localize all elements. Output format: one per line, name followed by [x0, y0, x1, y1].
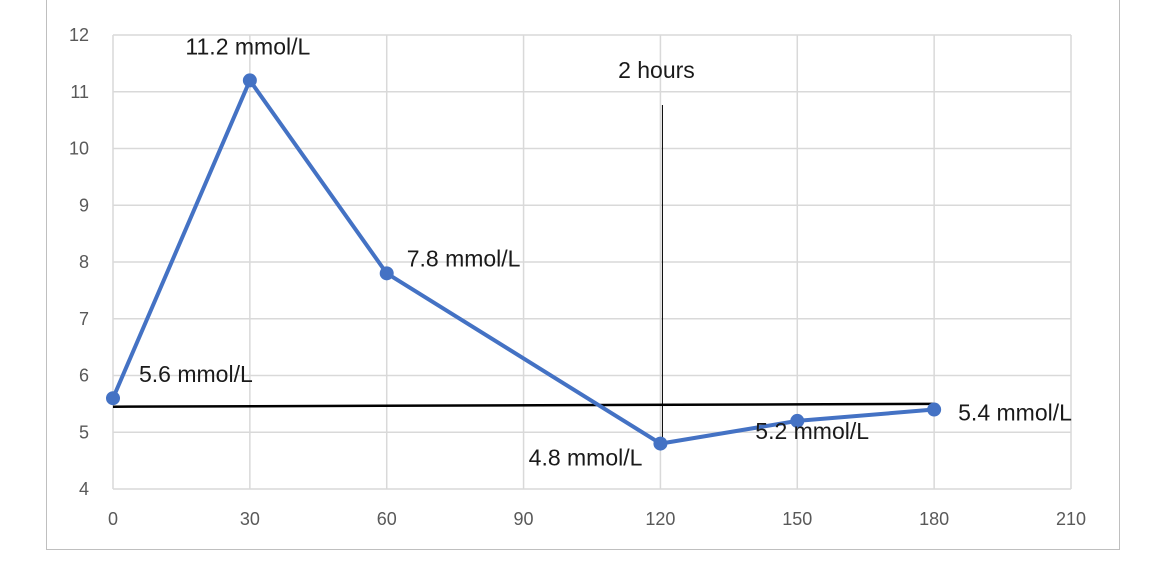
- data-label: 7.8 mmol/L: [407, 245, 521, 271]
- annotations: 2 hours: [112, 57, 935, 441]
- gridlines: [112, 34, 1072, 490]
- y-tick-label: 9: [79, 195, 89, 215]
- series-line: [111, 78, 935, 446]
- y-tick-label: 5: [79, 422, 89, 442]
- y-tick-label: 10: [69, 139, 89, 159]
- data-label: 5.4 mmol/L: [958, 400, 1072, 426]
- data-point: [242, 73, 257, 88]
- x-tick-label: 150: [782, 509, 812, 529]
- y-tick-label: 12: [69, 25, 89, 45]
- data-label: 11.2 mmol/L: [185, 33, 310, 59]
- y-tick-label: 8: [79, 252, 89, 272]
- x-tick-label: 30: [240, 509, 260, 529]
- chart-area: 4 5 6 7 8 9 10 11 12 0 30 60 90 120 150 180 210 2 hours …: [46, 0, 1120, 550]
- data-point: [790, 413, 805, 428]
- x-tick-label: 0: [108, 509, 118, 529]
- data-point: [379, 266, 394, 281]
- baseline-line: [112, 402, 935, 408]
- y-tick-label: 7: [79, 309, 89, 329]
- y-tick-label: 6: [79, 366, 89, 386]
- data-point: [927, 402, 942, 417]
- x-tick-label: 120: [645, 509, 675, 529]
- x-tick-label: 60: [377, 509, 397, 529]
- two-hour-marker-label: 2 hours: [618, 57, 695, 83]
- x-tick-label: 180: [919, 509, 949, 529]
- data-labels: 5.6 mmol/L 11.2 mmol/L 7.8 mmol/L 4.8 mmol/…: [139, 33, 1072, 470]
- y-tick-label: 11: [70, 82, 89, 102]
- data-label: 4.8 mmol/L: [529, 445, 643, 471]
- data-label: 5.2 mmol/L: [755, 418, 869, 444]
- data-label: 5.6 mmol/L: [139, 361, 253, 387]
- series-glucose: [106, 73, 942, 451]
- x-tick-label: 210: [1056, 509, 1086, 529]
- y-tick-label: 4: [79, 479, 89, 499]
- x-tick-label: 90: [514, 509, 534, 529]
- data-point: [653, 436, 668, 451]
- data-point: [106, 391, 120, 406]
